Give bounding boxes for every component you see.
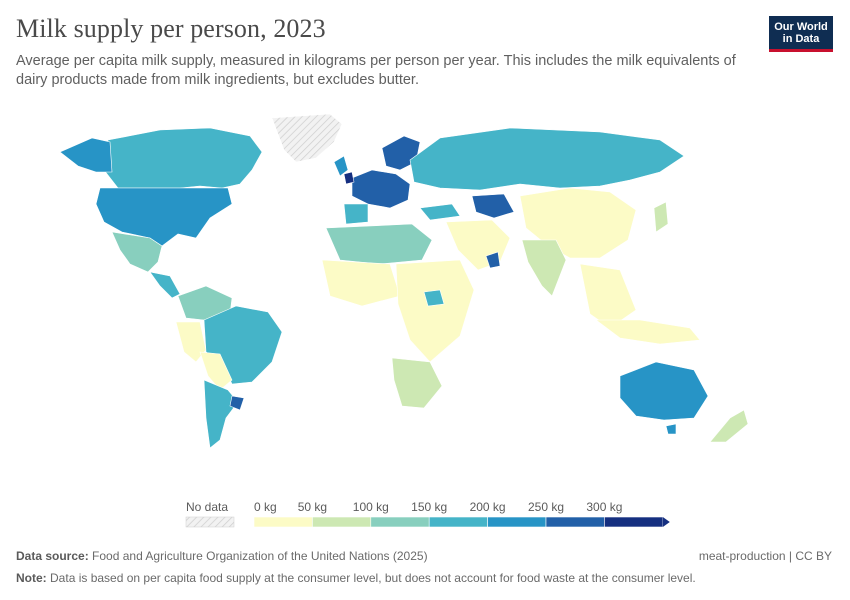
andes-region[interactable] bbox=[175, 321, 207, 363]
legend-swatch-5 bbox=[545, 516, 605, 528]
legend-swatch-1 bbox=[312, 516, 372, 528]
new-zealand-region[interactable] bbox=[709, 409, 749, 443]
chart-subtitle: Average per capita milk supply, measured… bbox=[16, 53, 736, 88]
argentina-region[interactable] bbox=[203, 379, 239, 449]
bolivia-paraguay-region[interactable] bbox=[199, 351, 233, 391]
legend-swatch-2 bbox=[370, 516, 430, 528]
netherlands-region[interactable] bbox=[343, 171, 355, 185]
legend-label-4: 200 kg bbox=[470, 500, 506, 514]
usa-region[interactable] bbox=[95, 187, 233, 247]
canada-region[interactable] bbox=[103, 127, 263, 189]
legend-label-3: 150 kg bbox=[411, 500, 447, 514]
note-label: Note: bbox=[16, 571, 47, 585]
legend-label-0: 0 kg bbox=[254, 500, 277, 514]
east-africa-region[interactable] bbox=[395, 259, 475, 363]
source-label: Data source: bbox=[16, 549, 89, 563]
logo-line-1: Our World bbox=[774, 21, 828, 33]
note-text: Data is based on per capita food supply … bbox=[50, 571, 696, 585]
source-link[interactable]: Food and Agriculture Organization of the… bbox=[92, 549, 428, 563]
legend-label-5: 250 kg bbox=[528, 500, 564, 514]
world-map[interactable] bbox=[0, 100, 850, 480]
iberia-region[interactable] bbox=[343, 203, 369, 225]
owid-logo[interactable]: Our World in Data bbox=[769, 16, 833, 52]
russia-region[interactable] bbox=[409, 127, 685, 191]
chart-title: Milk supply per person, 2023 bbox=[16, 14, 326, 43]
note-line: Note: Data is based on per capita food s… bbox=[16, 571, 696, 585]
alaska-region[interactable] bbox=[59, 137, 113, 173]
legend-label-6: 300 kg bbox=[586, 500, 622, 514]
legend-no-data-swatch bbox=[185, 516, 235, 528]
turkey-region[interactable] bbox=[419, 203, 461, 221]
color-legend: No data 0 kg 50 kg 100 kg 150 kg 200 kg 250 k… bbox=[185, 500, 670, 528]
oman-region[interactable] bbox=[485, 251, 501, 269]
data-source-line: Data source: Food and Agriculture Organi… bbox=[16, 549, 428, 563]
legend-arrow bbox=[662, 517, 670, 527]
legend-swatch-3 bbox=[428, 516, 488, 528]
southeast-asia-region[interactable] bbox=[579, 263, 637, 329]
south-sudan-region[interactable] bbox=[423, 289, 445, 307]
southern-africa-region[interactable] bbox=[391, 357, 443, 409]
mexico-region[interactable] bbox=[111, 231, 163, 273]
india-region[interactable] bbox=[521, 239, 567, 297]
legend-no-data-label: No data bbox=[186, 500, 228, 514]
uruguay-region[interactable] bbox=[229, 395, 245, 411]
legend-swatch-0 bbox=[253, 516, 313, 528]
legend-swatch-6 bbox=[604, 516, 664, 528]
tasmania-region[interactable] bbox=[665, 423, 677, 435]
legend-bins: 0 kg 50 kg 100 kg 150 kg 200 kg 250 kg 300 kg bbox=[253, 500, 670, 528]
north-africa-region[interactable] bbox=[325, 223, 433, 265]
west-africa-region[interactable] bbox=[321, 259, 401, 307]
legend-label-2: 100 kg bbox=[353, 500, 389, 514]
central-asia-region[interactable] bbox=[471, 193, 515, 219]
legend-swatch-4 bbox=[487, 516, 547, 528]
legend-label-1: 50 kg bbox=[298, 500, 327, 514]
logo-line-2: in Data bbox=[782, 33, 820, 45]
uk-region[interactable] bbox=[333, 155, 349, 177]
japan-region[interactable] bbox=[653, 201, 669, 233]
chart-slug-license[interactable]: meat-production | CC BY bbox=[698, 549, 832, 563]
indonesia-region[interactable] bbox=[595, 319, 701, 345]
greenland-region[interactable] bbox=[271, 113, 343, 163]
central-america-region[interactable] bbox=[149, 271, 181, 299]
western-europe-region[interactable] bbox=[351, 169, 411, 209]
australia-region[interactable] bbox=[619, 361, 709, 421]
